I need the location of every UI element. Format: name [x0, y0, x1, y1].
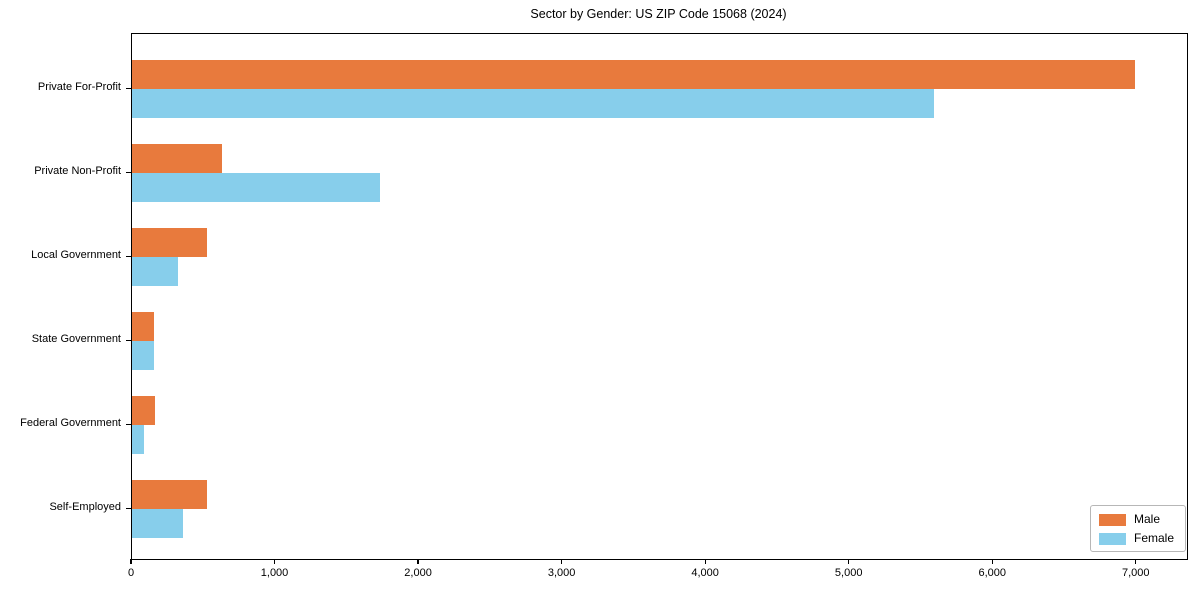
y-tick-mark: [126, 87, 131, 89]
x-tick-mark: [273, 559, 276, 564]
bar-male-federal-government: [132, 396, 155, 425]
y-axis-category-label: Self-Employed: [49, 501, 121, 513]
y-axis-category-label: Federal Government: [20, 417, 121, 429]
legend-item-female: Female: [1099, 532, 1177, 545]
y-axis-category-label: Private Non-Profit: [34, 165, 121, 177]
y-tick-mark: [126, 255, 131, 257]
x-tick-mark: [417, 559, 419, 564]
female-legend-swatch-icon: [1099, 532, 1126, 545]
bar-male-private-non-profit: [132, 144, 223, 173]
x-tick-label: 7,000: [1121, 567, 1150, 579]
y-axis-category-label: Local Government: [31, 249, 121, 261]
male-legend-swatch-icon: [1099, 513, 1126, 526]
y-tick-mark: [126, 171, 131, 173]
x-tick-mark: [848, 559, 850, 564]
y-tick-mark: [126, 507, 131, 509]
bar-male-local-government: [132, 228, 207, 257]
bar-female-self-employed: [132, 509, 183, 538]
x-tick-label: 3,000: [547, 567, 576, 579]
female-legend-label: Female: [1134, 531, 1175, 545]
bar-female-private-non-profit: [132, 173, 381, 202]
x-tick-label: 1,000: [260, 567, 289, 579]
male-legend-label: Male: [1134, 512, 1161, 526]
y-axis-category-label: State Government: [31, 333, 121, 345]
x-tick-label: 2,000: [404, 567, 432, 579]
bar-female-federal-government: [132, 425, 144, 454]
chart-title: Sector by Gender: US ZIP Code 15068 (202…: [530, 7, 787, 21]
legend-item-male: Male: [1099, 513, 1177, 526]
x-tick-label: 0: [127, 567, 135, 579]
bar-female-local-government: [132, 257, 178, 286]
plot-area: [131, 33, 1188, 560]
x-tick-mark: [561, 559, 563, 564]
x-tick-label: 6,000: [978, 567, 1006, 579]
x-tick-label: 5,000: [834, 567, 863, 579]
x-tick-mark: [991, 559, 993, 564]
x-tick-mark: [1135, 559, 1137, 564]
y-tick-mark: [126, 339, 131, 341]
bar-male-self-employed: [132, 480, 208, 509]
x-tick-label: 4,000: [691, 567, 719, 579]
y-axis-category-label: Private For-Profit: [37, 81, 121, 93]
bar-male-state-government: [132, 312, 155, 341]
bar-female-state-government: [132, 341, 154, 370]
x-tick-mark: [130, 559, 132, 564]
x-tick-mark: [704, 559, 706, 564]
bar-female-private-for-profit: [132, 89, 935, 118]
y-tick-mark: [126, 423, 131, 425]
bar-male-private-for-profit: [132, 60, 1136, 89]
legend: Male Female: [1090, 505, 1186, 552]
